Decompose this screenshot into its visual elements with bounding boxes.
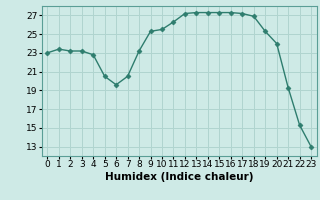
X-axis label: Humidex (Indice chaleur): Humidex (Indice chaleur)	[105, 172, 253, 182]
